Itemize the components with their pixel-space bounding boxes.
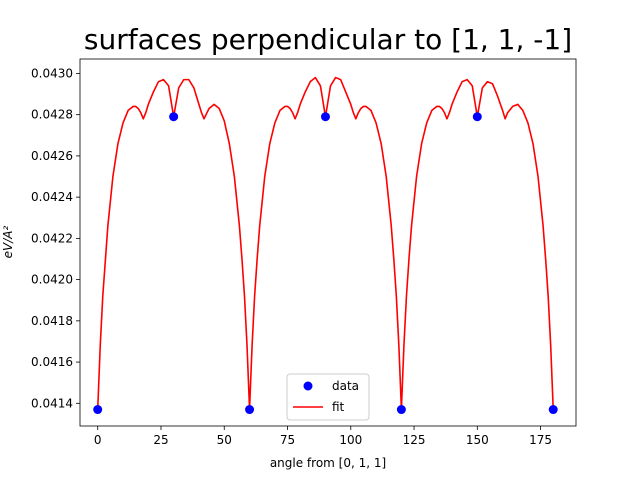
fit-series-line — [96, 76, 555, 411]
x-tick-label: 125 — [403, 433, 426, 447]
data-point — [548, 405, 558, 415]
x-axis: 0 25 50 75 100 125 150 175 — [94, 426, 552, 447]
data-point — [396, 405, 406, 415]
y-tick-label: 0.0420 — [31, 273, 73, 287]
legend-data-marker — [303, 381, 313, 391]
data-point — [93, 405, 103, 415]
legend-data-label: data — [332, 379, 359, 393]
y-tick-label: 0.0430 — [31, 66, 73, 80]
axes-frame — [79, 58, 577, 427]
y-tick-label: 0.0418 — [31, 314, 73, 328]
x-tick-label: 100 — [339, 433, 362, 447]
x-tick-label: 175 — [529, 433, 552, 447]
plot-area — [79, 58, 577, 427]
y-axis-label: eV/A² — [1, 225, 15, 258]
y-axis: 0.0414 0.0416 0.0418 0.0420 0.0422 0.0424 0.04… — [31, 66, 80, 410]
x-tick-label: 25 — [153, 433, 168, 447]
data-point — [320, 112, 330, 122]
x-tick-label: 150 — [466, 433, 489, 447]
y-tick-label: 0.0428 — [31, 108, 73, 122]
y-tick-label: 0.0426 — [31, 149, 73, 163]
data-point — [245, 405, 255, 415]
data-point — [472, 112, 482, 122]
x-tick-label: 0 — [94, 433, 102, 447]
chart-title: surfaces perpendicular to [1, 1, -1] — [84, 23, 572, 56]
x-tick-label: 75 — [280, 433, 295, 447]
legend: data fit — [286, 373, 370, 421]
y-tick-label: 0.0414 — [31, 396, 73, 410]
y-tick-label: 0.0422 — [31, 231, 73, 245]
y-tick-label: 0.0424 — [31, 190, 73, 204]
x-axis-label: angle from [0, 1, 1] — [270, 456, 386, 470]
data-point — [169, 112, 179, 122]
x-tick-label: 50 — [217, 433, 232, 447]
legend-fit-label: fit — [332, 400, 345, 414]
y-tick-label: 0.0416 — [31, 355, 73, 369]
